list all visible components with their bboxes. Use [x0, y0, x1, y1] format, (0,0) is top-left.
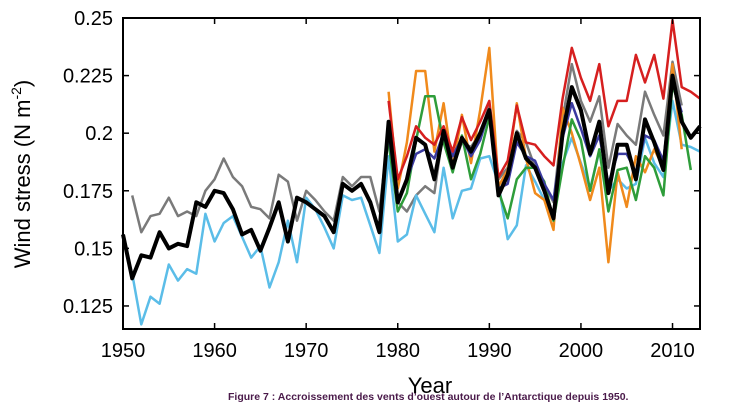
y-axis-label: Wind stress (N m-2) [8, 80, 35, 268]
series-lines [121, 19, 702, 326]
plot-frame [122, 17, 701, 330]
y-tick-label: 0.225 [63, 66, 113, 88]
y-tick-label: 0.25 [74, 8, 113, 30]
x-tick-label: 1960 [192, 340, 237, 362]
axis-ticks: 1950 1960 1970 1980 1990 2000 2010 0.125 0.15 0.1… [63, 8, 700, 362]
y-tick-label: 0.2 [85, 123, 113, 145]
series-line-0 [130, 60, 683, 234]
y-axis-label-end: ) [10, 80, 35, 87]
x-axis-label: Year [408, 373, 452, 398]
series-line-5 [387, 19, 701, 181]
x-tick-label: 2000 [559, 340, 604, 362]
figure-caption: Figure 7 : Accroissement des vents d’oue… [228, 391, 629, 403]
y-axis-label-sup: -2 [8, 87, 24, 100]
x-tick-label: 1990 [467, 340, 512, 362]
x-tick-label: 1970 [284, 340, 329, 362]
x-tick-label: 2010 [650, 340, 695, 362]
x-tick-label: 1950 [101, 340, 146, 362]
y-axis-label-main: Wind stress (N m [10, 100, 35, 269]
x-tick-label: 1980 [376, 340, 421, 362]
y-tick-label: 0.15 [74, 238, 113, 260]
y-tick-label: 0.175 [63, 181, 113, 203]
series-line-6 [121, 73, 702, 281]
y-tick-label: 0.125 [63, 296, 113, 318]
